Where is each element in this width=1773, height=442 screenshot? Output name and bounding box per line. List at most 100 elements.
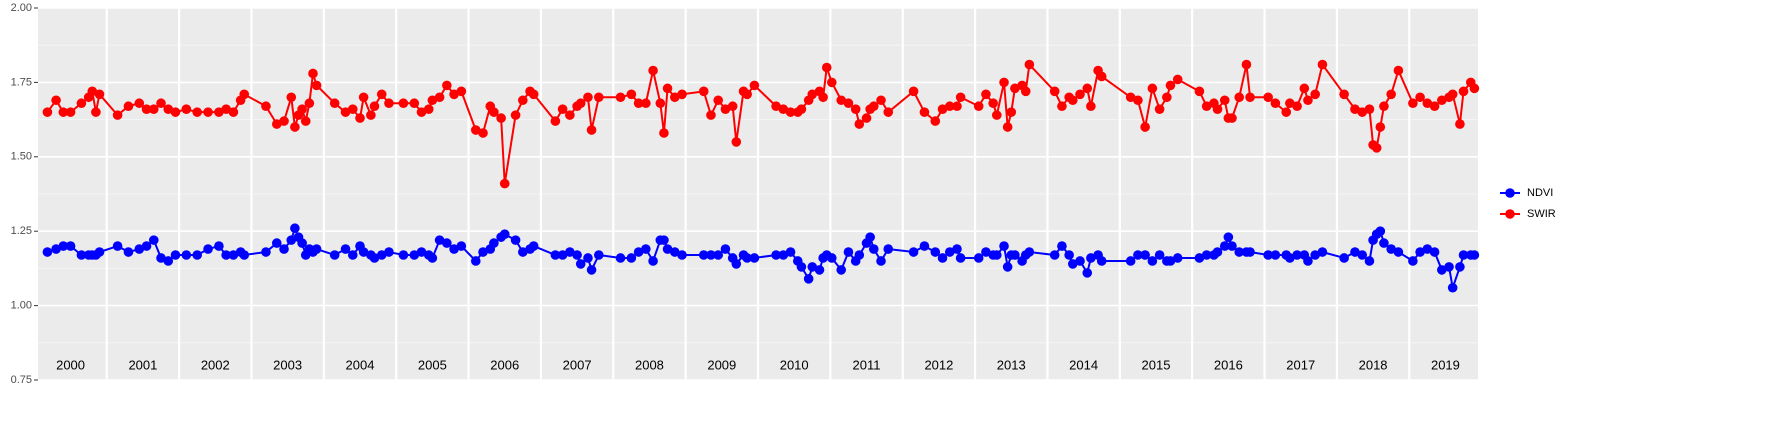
data-point	[203, 107, 213, 117]
data-point	[641, 244, 651, 254]
x-tick-label: 2011	[853, 357, 881, 372]
data-point	[615, 253, 626, 263]
data-point	[1415, 247, 1425, 257]
data-point	[669, 247, 680, 257]
data-point	[1147, 83, 1158, 94]
data-point	[827, 77, 837, 88]
data-point	[1245, 247, 1255, 257]
data-point	[510, 235, 521, 245]
data-point	[648, 65, 658, 76]
data-point	[1049, 86, 1060, 97]
data-point	[192, 250, 202, 260]
data-point	[376, 89, 387, 100]
data-point	[1339, 89, 1349, 100]
data-point	[329, 250, 340, 260]
data-point	[384, 247, 394, 257]
data-point	[1165, 80, 1176, 91]
data-point	[290, 122, 300, 132]
data-point	[470, 256, 481, 266]
data-point	[65, 107, 76, 117]
data-point	[518, 95, 528, 106]
data-point	[575, 98, 586, 109]
data-point	[528, 89, 539, 100]
data-point	[981, 89, 991, 100]
data-point	[442, 238, 452, 248]
data-point	[1386, 89, 1396, 100]
data-point	[1270, 98, 1281, 109]
data-point	[340, 107, 351, 117]
data-point	[427, 253, 438, 263]
data-point	[778, 104, 789, 114]
data-point	[1075, 256, 1085, 266]
data-point	[557, 104, 568, 114]
data-point	[358, 247, 369, 257]
data-point	[163, 104, 174, 114]
data-point	[416, 107, 427, 117]
data-point	[434, 235, 445, 245]
data-point	[1067, 259, 1078, 269]
data-point	[1154, 250, 1165, 260]
data-point	[1292, 250, 1302, 260]
data-point	[1057, 101, 1067, 112]
data-point	[65, 241, 76, 251]
data-point	[955, 92, 966, 103]
data-point	[1165, 256, 1176, 266]
data-point	[271, 119, 282, 129]
data-point	[1219, 241, 1230, 251]
data-point	[952, 101, 962, 112]
data-point	[499, 178, 510, 189]
data-point	[1357, 250, 1368, 260]
data-point	[271, 238, 282, 248]
data-point	[1096, 256, 1107, 266]
data-point	[456, 86, 467, 97]
x-tick-label: 2008	[635, 357, 664, 372]
data-point	[836, 265, 847, 275]
data-point	[1140, 250, 1150, 260]
data-point	[1422, 244, 1433, 254]
data-point	[311, 244, 322, 254]
data-point	[641, 98, 651, 109]
y-tick-label: 1.00	[11, 300, 32, 312]
data-point	[239, 250, 250, 260]
data-point	[594, 250, 604, 260]
data-point	[221, 250, 231, 260]
data-point	[999, 241, 1009, 251]
data-point	[981, 247, 991, 257]
data-point	[771, 250, 781, 260]
y-tick-label: 1.50	[11, 151, 32, 163]
data-point	[930, 247, 941, 257]
data-point	[583, 92, 593, 103]
data-point	[170, 250, 181, 260]
data-point	[42, 107, 53, 117]
data-point	[1350, 247, 1360, 257]
data-point	[214, 241, 224, 251]
data-point	[434, 92, 445, 103]
data-point	[409, 98, 420, 109]
data-point	[1393, 247, 1404, 257]
x-tick-label: 2012	[924, 357, 953, 372]
data-point	[919, 107, 930, 117]
data-point	[1303, 95, 1313, 106]
data-point	[908, 247, 919, 257]
x-tick-label: 2019	[1431, 357, 1460, 372]
data-point	[594, 92, 604, 103]
data-point	[937, 253, 948, 263]
data-point	[51, 244, 61, 254]
data-point	[1201, 250, 1212, 260]
data-point	[134, 98, 145, 109]
data-point	[398, 98, 409, 109]
data-point	[1455, 262, 1465, 272]
data-point	[706, 250, 716, 260]
legend-key-point	[1505, 188, 1515, 198]
data-point	[1458, 86, 1469, 97]
x-tick-label: 2007	[563, 357, 592, 372]
data-point	[1075, 89, 1085, 100]
data-point	[449, 89, 459, 100]
data-point	[228, 107, 239, 117]
data-point	[214, 107, 224, 117]
data-point	[329, 98, 340, 109]
data-point	[586, 125, 597, 135]
data-point	[1241, 59, 1252, 70]
data-point	[1125, 256, 1136, 266]
